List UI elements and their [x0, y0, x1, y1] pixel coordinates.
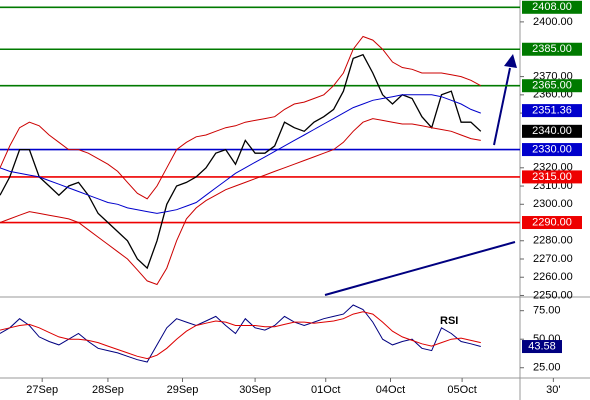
y-tick-label: 2280.00 [533, 235, 573, 247]
level-label-box [522, 42, 582, 56]
rsi-line [0, 311, 481, 360]
price-line [0, 53, 482, 270]
level-label-box [522, 0, 582, 14]
x-tick-label: 28Sep [92, 384, 124, 396]
x-tick-label: 05Oct [447, 384, 476, 396]
level-label: 2290.00 [532, 216, 572, 228]
level-label-box [522, 216, 582, 230]
rsi-last-label: 43.58 [528, 340, 556, 352]
x-tick-label: 01Oct [311, 384, 340, 396]
indicator-line [0, 35, 482, 200]
y-tick-label: 2260.00 [533, 271, 573, 283]
level-label-box [522, 143, 582, 157]
y-tick-label: 2270.00 [533, 253, 573, 265]
arrow-head [504, 54, 517, 68]
x-tick-label: 04Oct [376, 384, 405, 396]
indicator-line [0, 118, 481, 286]
y-tick-label: 2300.00 [533, 198, 573, 210]
price-label-box [522, 124, 582, 138]
level-label-box [522, 170, 582, 184]
level-label: 2365.00 [532, 80, 572, 92]
x-tick-label: 29Sep [167, 384, 199, 396]
y-tick-label: 2250.00 [533, 289, 573, 301]
up-arrow [493, 67, 511, 146]
level-label: 2408.00 [532, 1, 572, 13]
x-tick-label: 27Sep [26, 384, 58, 396]
price-label: 2351.36 [532, 105, 572, 117]
level-label-box [522, 79, 582, 93]
rsi-tick-label: 75.00 [533, 305, 561, 317]
level-label: 2315.00 [532, 171, 572, 183]
price-label-box [522, 104, 582, 118]
price-label: 2340.00 [532, 125, 572, 137]
rsi-title: RSI [440, 315, 458, 327]
level-label: 2385.00 [532, 43, 572, 55]
rsi-last-box [522, 340, 562, 354]
rsi-tick-label: 25.00 [533, 362, 561, 374]
x-tick-label: 30' [546, 384, 560, 396]
level-label: 2330.00 [532, 143, 572, 155]
x-tick-label: 30Sep [239, 384, 271, 396]
indicator-line [0, 94, 481, 214]
trend-line [324, 241, 516, 296]
y-tick-label: 2400.00 [533, 16, 573, 28]
rsi-line [0, 304, 481, 363]
